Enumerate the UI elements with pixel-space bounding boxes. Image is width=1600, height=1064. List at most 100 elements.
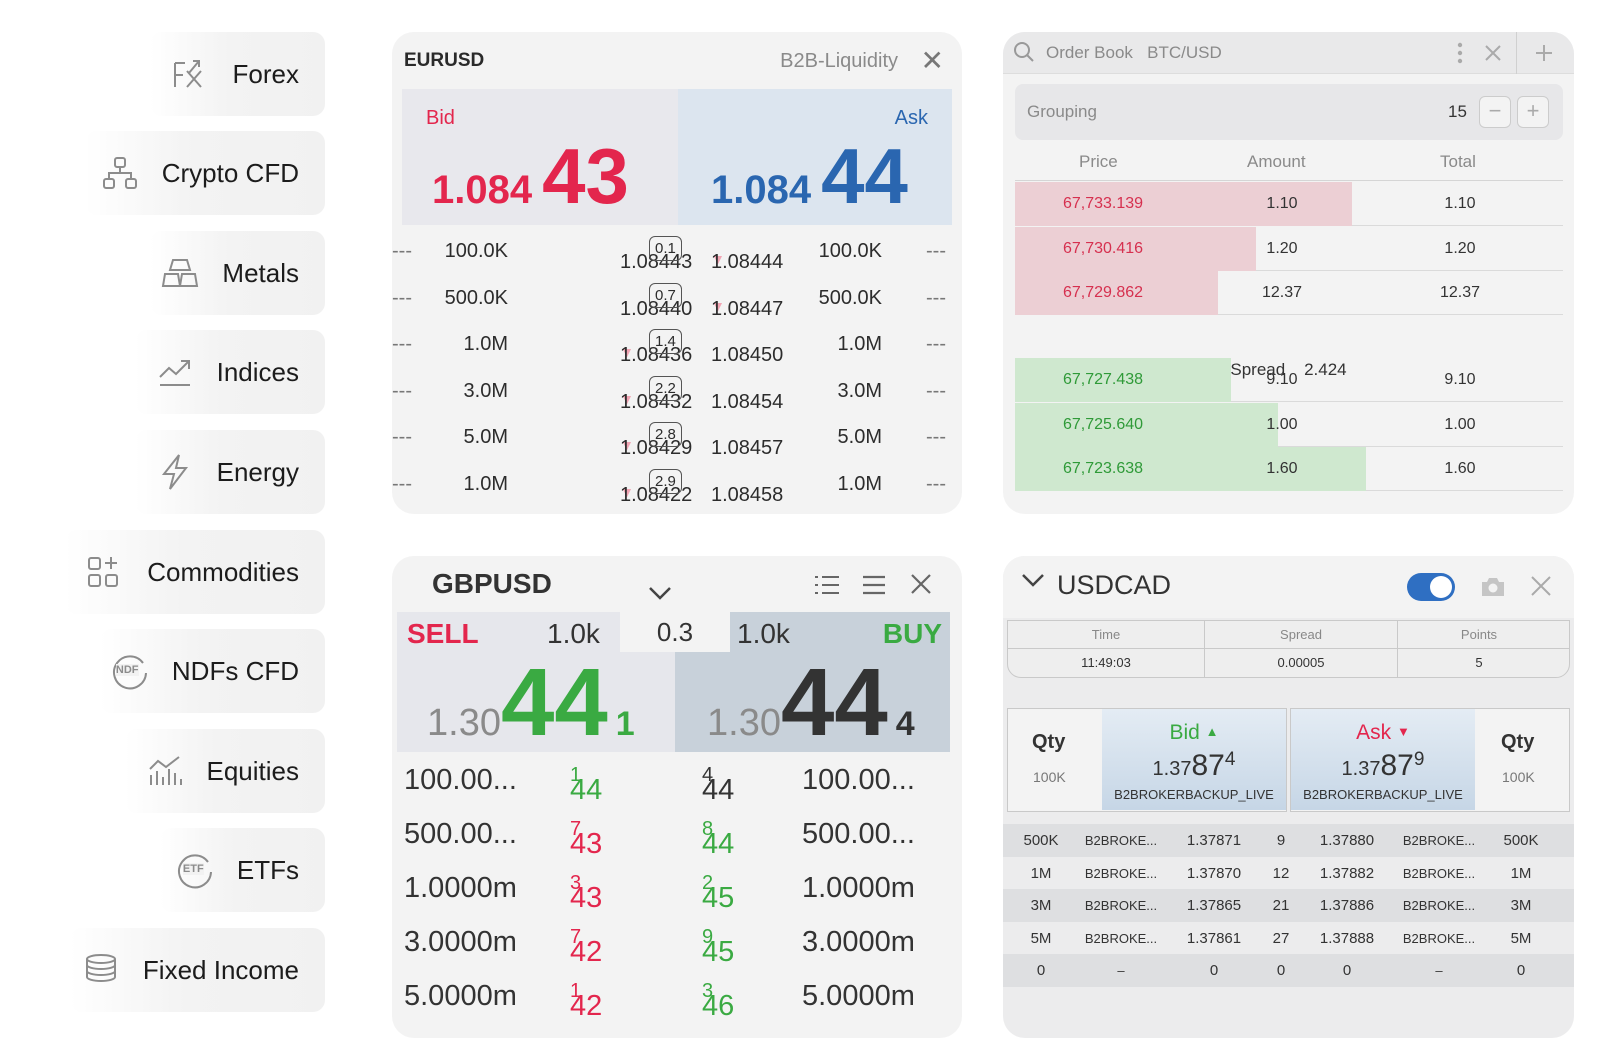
- list-view-icon[interactable]: [814, 572, 840, 603]
- crypto-network-icon: [100, 153, 140, 193]
- chevron-down-icon[interactable]: [1021, 570, 1045, 595]
- bar-chart-icon: [145, 751, 185, 791]
- more-vertical-icon[interactable]: [1457, 42, 1463, 69]
- depth-row[interactable]: --- 5.0M ▼ 1.08429 2.8 1.08457 5.0M ---: [392, 415, 962, 462]
- close-icon[interactable]: [1530, 575, 1552, 602]
- qty-label: Qty: [1501, 731, 1535, 753]
- depth-row[interactable]: --- 1.0M ▼ 1.08436 1.4 1.08450 1.0M ---: [392, 322, 962, 369]
- ask-button[interactable]: Ask ▼ 1.37879 B2BROKERBACKUP_LIVE: [1291, 709, 1475, 810]
- toggle-switch[interactable]: [1407, 573, 1455, 601]
- bid-dash: ---: [392, 333, 412, 355]
- ask-row[interactable]: 67,729.862 12.37 12.37: [1015, 271, 1563, 315]
- depth-row[interactable]: 100.00... 44 1 44 4 100.00...: [392, 754, 962, 808]
- sell-price: 44 1: [570, 764, 602, 806]
- search-icon[interactable]: [1013, 41, 1035, 68]
- depth-row[interactable]: 500K B2BROKE... 1.37871 9 1.37880 B2BROKE... 5…: [1003, 824, 1574, 857]
- bid-quantity: 1.0M: [463, 472, 508, 495]
- down-tick-icon: ▼: [620, 483, 634, 500]
- bid-quote: Qty 100K Bid ▲ 1.37874 B2BROKERBACKUP_LI…: [1007, 708, 1287, 812]
- depth-bar: [1015, 447, 1366, 491]
- sidebar-item-indices[interactable]: Indices: [135, 330, 325, 414]
- sell-quantity: 5.0000m: [404, 980, 517, 1012]
- buy-label: BUY: [882, 618, 942, 649]
- depth-row[interactable]: 1M B2BROKE... 1.37870 12 1.37882 B2BROKE... 1M: [1003, 857, 1574, 890]
- orderbook-pair: BTC/USD: [1147, 43, 1222, 62]
- bid-quote-button[interactable]: Bid 1.084 43: [402, 89, 678, 225]
- bid-price-pips: 43: [542, 132, 629, 220]
- ask-quote-button[interactable]: Ask 1.084 44: [678, 89, 952, 225]
- down-tick-icon: ▼: [711, 297, 725, 314]
- sidebar-item-label: ETFs: [236, 854, 299, 885]
- close-icon[interactable]: ✕: [920, 45, 944, 76]
- trend-up-icon: [155, 352, 195, 392]
- depth-row[interactable]: 500.00... 43 7 44 8 500.00...: [392, 808, 962, 862]
- buy-price: 44 4: [702, 764, 734, 806]
- spread-badge: 2.9: [649, 468, 682, 494]
- sell-label: SELL: [407, 618, 479, 649]
- sidebar-item-crypto-cfd[interactable]: Crypto CFD: [85, 131, 325, 215]
- sidebar-item-equities[interactable]: Equities: [125, 729, 325, 813]
- close-icon[interactable]: [910, 571, 932, 602]
- total: 12.37: [1439, 284, 1481, 301]
- sell-price-prefix: 1.30: [427, 702, 501, 744]
- depth-row[interactable]: --- 3.0M ▼ 1.08432 2.2 1.08454 3.0M ---: [392, 369, 962, 416]
- spread-value: 0.00005: [1277, 655, 1325, 670]
- sidebar-item-ndfs-cfd[interactable]: NDF NDFs CFD: [100, 629, 325, 713]
- buy-price-fraction: 4: [895, 705, 915, 743]
- chevron-down-icon[interactable]: [648, 576, 672, 607]
- sell-quantity: 500.00...: [404, 818, 517, 850]
- bid-provider: B2BROKE...: [1084, 898, 1158, 913]
- bid-row[interactable]: 67,723.638 1.60 1.60: [1015, 447, 1563, 491]
- grouping-value: 15: [1448, 102, 1467, 121]
- depth-row[interactable]: --- 1.0M ▼ 1.08422 2.9 1.08458 1.0M ---: [392, 462, 962, 509]
- spread: 9: [1276, 832, 1286, 849]
- grouping-decrease-button[interactable]: −: [1479, 96, 1511, 128]
- close-icon[interactable]: [1484, 44, 1502, 67]
- menu-icon[interactable]: [862, 572, 886, 603]
- bid-price-value: 1.08429: [620, 437, 693, 459]
- grouping-increase-button[interactable]: +: [1517, 96, 1549, 128]
- sidebar-item-metals[interactable]: Metals: [150, 231, 325, 315]
- panel-title: GBPUSD: [432, 568, 552, 599]
- buy-price-pips: 46: [702, 990, 735, 1022]
- ask-price: 0: [1342, 962, 1352, 979]
- bid-quantity: 5M: [1030, 929, 1052, 947]
- down-tick-icon: ▼: [620, 437, 634, 453]
- bid-row[interactable]: 67,727.438 9.10 9.10: [1015, 358, 1563, 402]
- sell-price: 42 1: [570, 980, 602, 1022]
- sell-price-fraction: 1: [570, 764, 582, 786]
- bid-button[interactable]: Bid ▲ 1.37874 B2BROKERBACKUP_LIVE: [1102, 709, 1286, 810]
- camera-icon[interactable]: [1480, 576, 1506, 603]
- buy-price-fraction: 8: [702, 818, 714, 840]
- depth-row[interactable]: 1.0000m 43 3 45 2 1.0000m: [392, 862, 962, 916]
- sidebar-item-energy[interactable]: Energy: [135, 430, 325, 514]
- total: 1.00: [1444, 415, 1476, 433]
- etf-icon: ETF: [175, 850, 215, 890]
- ask-label: Ask: [894, 107, 928, 129]
- buy-price-pips: 45: [702, 936, 735, 968]
- sidebar-item-forex[interactable]: Forex: [150, 32, 325, 116]
- bid-row[interactable]: 67,725.640 1.00 1.00: [1015, 402, 1563, 447]
- sell-button[interactable]: SELL 1.0k 1.3044 1: [397, 612, 675, 756]
- depth-row[interactable]: 3M B2BROKE... 1.37865 21 1.37886 B2BROKE... 3M: [1003, 889, 1574, 922]
- sidebar: Forex Crypto CFD Metals Indices Energy C…: [0, 0, 340, 1064]
- depth-row[interactable]: 0 – 0 0 0 – 0: [1003, 954, 1574, 987]
- sell-price-fraction: 7: [570, 818, 582, 840]
- depth-row[interactable]: --- 500.0K 1.08440 0.7 ▼ 1.08447 500.0K ---: [392, 276, 962, 323]
- depth-row[interactable]: --- 100.0K 1.08443 0.1 ▼ 1.08444 100.0K ---: [392, 229, 962, 276]
- down-arrow-icon: ▼: [1396, 724, 1410, 739]
- buy-quantity: 1.0000m: [802, 872, 915, 904]
- ask-row[interactable]: 67,730.416 1.20 1.20: [1015, 226, 1563, 271]
- depth-row[interactable]: 5.0000m 42 1 46 3 5.0000m: [392, 970, 962, 1024]
- ask-row[interactable]: 67,733.139 1.10 1.10: [1015, 182, 1563, 226]
- ask-dash: ---: [926, 426, 946, 448]
- depth-row[interactable]: 3.0000m 42 7 45 9 3.0000m: [392, 916, 962, 970]
- sidebar-item-commodities[interactable]: Commodities: [65, 530, 325, 614]
- spread-badge: 2.8: [649, 422, 682, 447]
- price: 67,727.438: [1062, 371, 1144, 388]
- depth-row[interactable]: 5M B2BROKE... 1.37861 27 1.37888 B2BROKE... 5M: [1003, 922, 1574, 955]
- buy-price: 45 9: [702, 926, 734, 968]
- add-icon[interactable]: [1535, 44, 1553, 67]
- sidebar-item-etfs[interactable]: ETF ETFs: [160, 828, 325, 912]
- sidebar-item-fixed-income[interactable]: Fixed Income: [70, 928, 325, 1012]
